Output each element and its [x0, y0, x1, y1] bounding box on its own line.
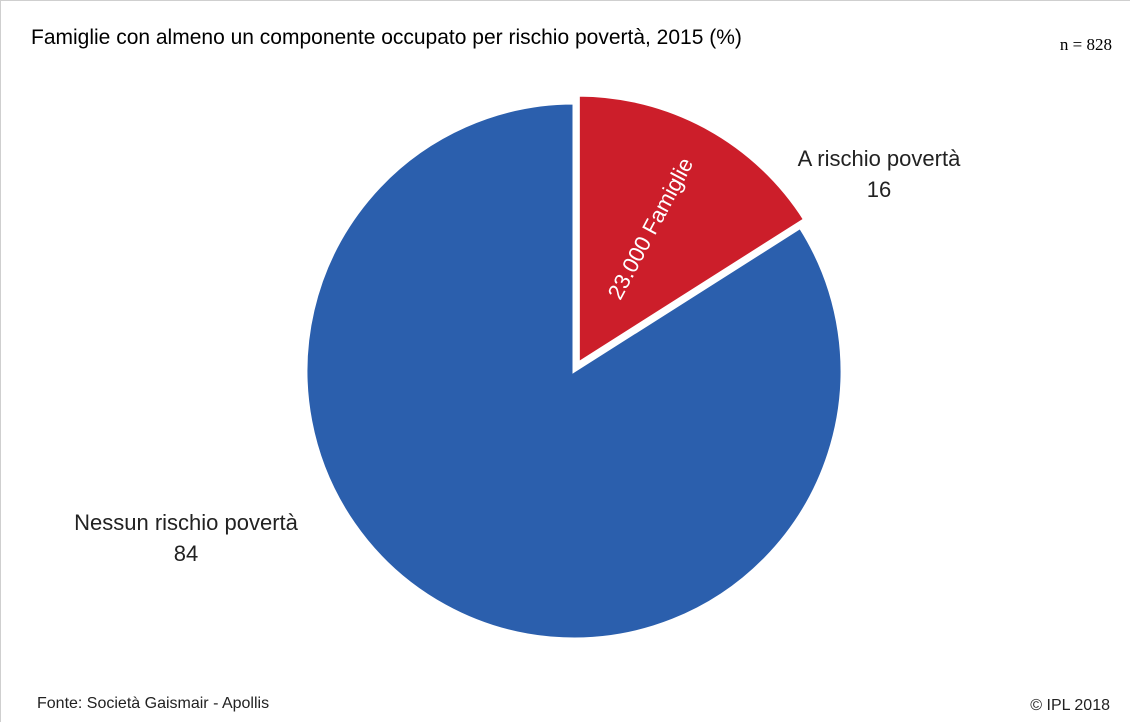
slice-label-no-risk-name: Nessun rischio povertà: [74, 510, 298, 535]
slice-label-no-risk: Nessun rischio povertà 84: [56, 507, 316, 569]
chart-title: Famiglie con almeno un componente occupa…: [31, 26, 742, 49]
pie-slice-no-risk: [304, 101, 844, 641]
slice-label-at-risk-value: 16: [866, 177, 892, 202]
slice-label-at-risk: A rischio povertà 16: [789, 143, 969, 205]
sample-size-label: n = 828: [1059, 35, 1112, 54]
pie-slice-at-risk: [576, 93, 807, 366]
slice-label-no-risk-value: 84: [173, 541, 199, 566]
copyright-note: © IPL 2018: [1030, 697, 1110, 714]
source-note: Fonte: Società Gaismair - Apollis: [37, 695, 270, 712]
slice-label-at-risk-name: A rischio povertà: [797, 146, 961, 171]
